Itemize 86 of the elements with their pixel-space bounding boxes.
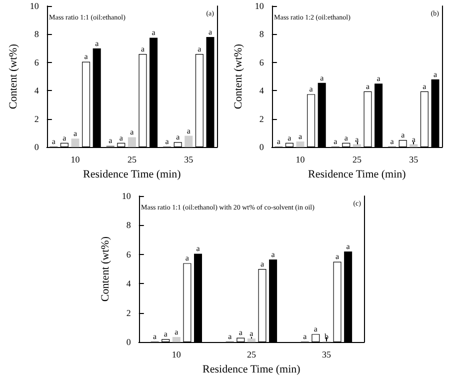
x-tick-label: 35 (409, 154, 419, 165)
y-tick-label: 0 (34, 142, 40, 152)
data-label: a (73, 129, 78, 138)
data-label: a (95, 38, 100, 48)
data-label: a (62, 133, 67, 142)
data-label: a (390, 136, 394, 146)
bar (128, 137, 136, 148)
bar (352, 144, 361, 148)
data-label: a (366, 82, 370, 91)
data-label: a (198, 44, 202, 54)
data-label: a (140, 44, 145, 54)
data-label: a (52, 136, 56, 146)
data-label: a (309, 84, 314, 94)
y-tick-label: 0 (126, 337, 132, 348)
y-axis-title: Content (wt%) (232, 44, 244, 110)
data-label: a (412, 134, 416, 144)
data-label: a (250, 328, 254, 338)
data-label: a (165, 136, 170, 146)
x-tick-label: 10 (70, 154, 80, 165)
data-label: a (320, 73, 324, 82)
data-label: a (84, 52, 88, 62)
bar (247, 338, 256, 342)
y-tick-label: 10 (122, 191, 132, 201)
data-label: a (108, 136, 113, 146)
y-tick-label: 6 (259, 57, 264, 68)
y-tick-label: 2 (34, 114, 39, 124)
x-tick-label: 35 (184, 154, 194, 165)
y-tick-label: 10 (30, 1, 40, 11)
y-tick-label: 4 (34, 86, 40, 96)
data-label: a (355, 134, 360, 144)
data-label: a (346, 242, 350, 252)
data-label: a (260, 260, 264, 269)
data-label: a (228, 332, 232, 341)
data-label: a (376, 74, 381, 84)
y-tick-label: 2 (126, 308, 131, 318)
y-tick-label: 8 (126, 220, 132, 230)
data-label: a (186, 126, 191, 136)
data-label: a (336, 252, 340, 262)
y-tick-label: 8 (34, 29, 40, 40)
data-label: a (298, 132, 302, 141)
data-label: a (314, 324, 318, 334)
x-axis-title: Residence Time (min) (83, 168, 182, 180)
y-tick-label: 8 (259, 29, 264, 40)
data-label: a (174, 327, 179, 336)
data-label: a (208, 28, 212, 37)
data-label: a (153, 332, 158, 341)
bar (296, 141, 304, 148)
y-axis-title: Content (wt%) (8, 44, 20, 110)
data-label: a (176, 132, 180, 142)
data-label: a (344, 133, 348, 142)
data-label: a (152, 28, 156, 38)
y-tick-label: 10 (254, 1, 264, 11)
data-label: b (324, 332, 328, 341)
data-label: a (130, 128, 134, 137)
data-label: a (164, 330, 168, 339)
x-tick-label: 25 (352, 154, 362, 165)
data-label: a (334, 136, 338, 146)
data-label: a (422, 82, 427, 91)
bar (184, 136, 193, 148)
x-axis-title: Residence Time (min) (202, 364, 301, 376)
data-label: a (433, 70, 438, 79)
data-label: a (288, 133, 292, 142)
bar (172, 336, 180, 342)
y-tick-label: 0 (259, 142, 264, 152)
x-tick-label: 25 (127, 154, 137, 165)
data-label: a (196, 244, 200, 254)
y-tick-label: 2 (259, 114, 264, 124)
bar (410, 144, 418, 148)
data-label: a (276, 136, 281, 146)
x-axis-title: Residence Time (min) (308, 168, 406, 180)
data-label: a (271, 250, 276, 260)
data-label: a (401, 130, 406, 140)
x-tick-label: 35 (322, 350, 332, 360)
y-tick-label: 4 (126, 278, 132, 289)
x-tick-label: 25 (246, 350, 256, 360)
data-label: a (303, 332, 308, 341)
data-label: a (238, 328, 243, 338)
x-tick-label: 10 (296, 154, 306, 165)
data-label: a (119, 133, 124, 142)
bar (71, 138, 80, 148)
y-tick-label: 6 (34, 57, 40, 68)
data-label: a (185, 254, 190, 263)
y-tick-label: 6 (126, 249, 132, 260)
x-tick-label: 10 (172, 350, 182, 360)
y-axis-title: Content (wt%) (100, 236, 112, 302)
y-tick-label: 4 (259, 86, 264, 96)
